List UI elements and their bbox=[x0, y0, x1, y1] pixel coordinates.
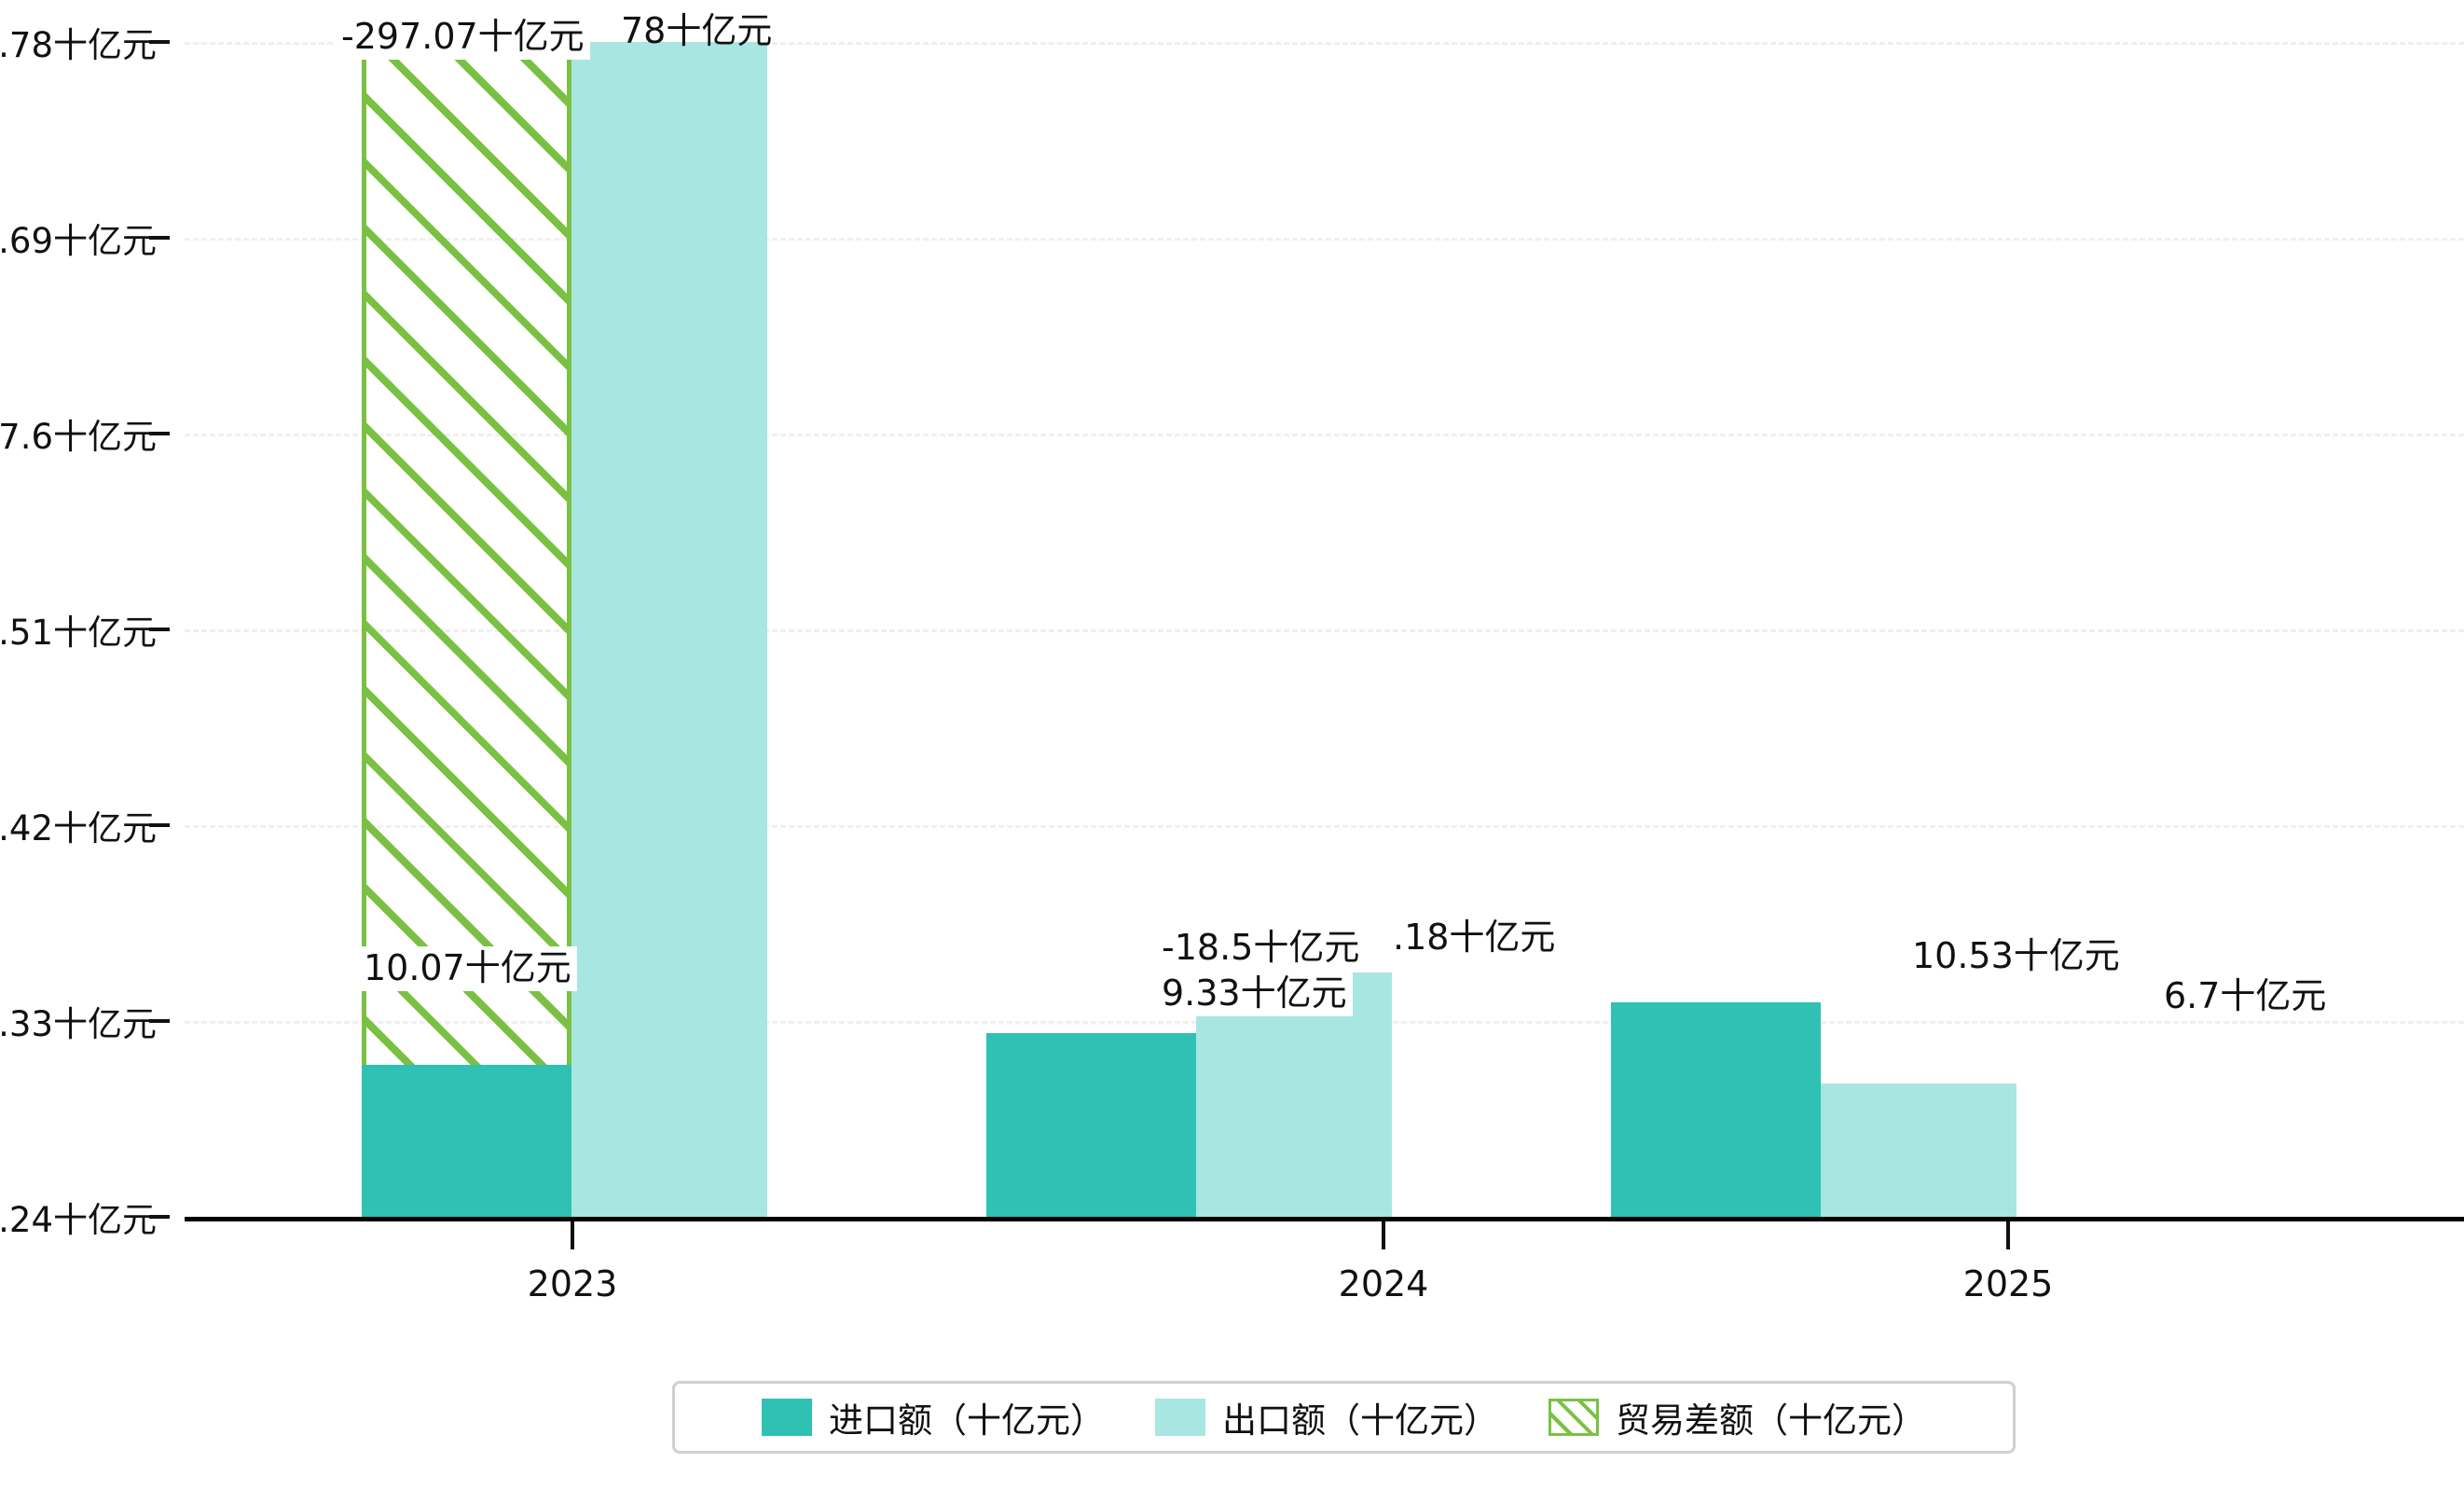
y-tick-mark-21-51 bbox=[149, 628, 170, 631]
gridline-39-78 bbox=[185, 42, 2464, 45]
y-tick-mark-3-24 bbox=[149, 1215, 170, 1219]
value-label-balance-2024: -18.5十亿元 bbox=[1162, 927, 1360, 968]
value-label-balance-2023: -297.07十亿元 bbox=[336, 15, 590, 60]
x-axis-line bbox=[185, 1217, 2464, 1221]
y-tick-label-9-33: 9.33十亿元 bbox=[0, 1004, 157, 1044]
x-tick-label-2024: 2024 bbox=[1338, 1263, 1429, 1304]
bar-balance-2023[interactable] bbox=[362, 49, 571, 1219]
y-tick-mark-33-69 bbox=[149, 236, 170, 240]
x-tick-mark-2025 bbox=[2006, 1221, 2010, 1249]
value-label-import-2023: 10.07十亿元 bbox=[358, 946, 577, 991]
bars-layer bbox=[185, 0, 2464, 1219]
bar-export-2025[interactable] bbox=[1821, 1083, 2017, 1219]
y-tick-label-39-78: 39.78十亿元 bbox=[0, 25, 157, 65]
gridline-15-42 bbox=[185, 825, 2464, 828]
gridline-27-6 bbox=[185, 434, 2464, 436]
x-tick-mark-2024 bbox=[1382, 1221, 1385, 1249]
y-tick-label-3-24: 3.24十亿元 bbox=[0, 1200, 157, 1240]
y-tick-mark-9-33 bbox=[149, 1019, 170, 1023]
x-tick-label-2023: 2023 bbox=[527, 1263, 618, 1304]
legend-swatch-balance-icon bbox=[1549, 1399, 1599, 1436]
legend-item-export[interactable]: 出口额（十亿元） bbox=[1155, 1392, 1498, 1442]
legend-label-export: 出口额（十亿元） bbox=[1222, 1400, 1498, 1441]
legend-label-balance: 贸易差额（十亿元） bbox=[1616, 1400, 1926, 1441]
legend-label-import: 进口额（十亿元） bbox=[829, 1400, 1105, 1441]
x-tick-label-2025: 2025 bbox=[1962, 1263, 2054, 1304]
legend-item-balance[interactable]: 贸易差额（十亿元） bbox=[1549, 1392, 1926, 1442]
y-tick-mark-39-78 bbox=[149, 40, 170, 44]
bar-export-2023[interactable] bbox=[571, 42, 767, 1219]
value-label-import-2024: 9.33十亿元 bbox=[1156, 972, 1353, 1016]
y-tick-label-15-42: 15.42十亿元 bbox=[0, 808, 157, 848]
x-tick-mark-2023 bbox=[571, 1221, 574, 1249]
bar-import-2025[interactable] bbox=[1611, 1002, 1821, 1219]
gridline-33-69 bbox=[185, 238, 2464, 241]
value-label-export-2024: .18十亿元 bbox=[1393, 917, 1556, 958]
value-label-import-2025: 10.53十亿元 bbox=[1907, 934, 2126, 979]
y-tick-label-21-51: 21.51十亿元 bbox=[0, 613, 157, 653]
y-tick-label-33-69: 33.69十亿元 bbox=[0, 221, 157, 261]
gridline-21-51 bbox=[185, 629, 2464, 632]
value-label-export-2025: 6.7十亿元 bbox=[2158, 974, 2333, 1019]
y-tick-label-27-6: 27.6十亿元 bbox=[0, 417, 157, 457]
legend-swatch-export-icon bbox=[1155, 1399, 1205, 1436]
legend-item-import[interactable]: 进口额（十亿元） bbox=[762, 1392, 1105, 1442]
value-label-export-2023: 78十亿元 bbox=[621, 10, 773, 51]
bar-import-2023[interactable] bbox=[362, 1065, 571, 1219]
chart-legend: 进口额（十亿元） 出口额（十亿元） 贸易差额（十亿元） bbox=[672, 1381, 2016, 1454]
y-tick-mark-15-42 bbox=[149, 823, 170, 827]
legend-swatch-import-icon bbox=[762, 1399, 812, 1436]
y-tick-mark-27-6 bbox=[149, 432, 170, 435]
bar-import-2024[interactable] bbox=[986, 1033, 1196, 1219]
